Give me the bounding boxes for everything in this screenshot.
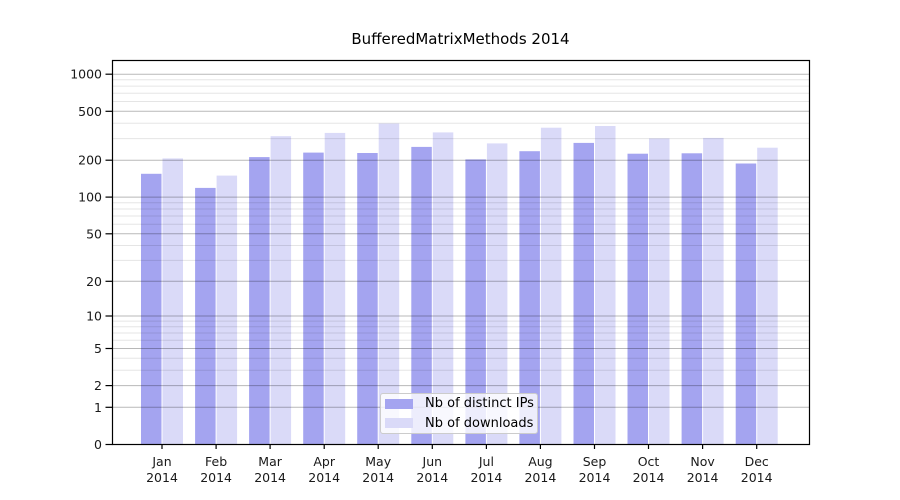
x-tick-label: May 2014 xyxy=(362,454,394,485)
bar-distinct-ips xyxy=(627,153,648,445)
bar-downloads xyxy=(324,132,346,445)
bar-distinct-ips xyxy=(519,151,540,445)
bar-distinct-ips xyxy=(357,153,378,445)
x-tick-label: Dec 2014 xyxy=(741,454,773,485)
bar-downloads xyxy=(216,175,238,445)
bar-distinct-ips xyxy=(141,173,162,445)
y-tick-label: 0 xyxy=(94,437,102,452)
y-tick-label: 200 xyxy=(78,153,102,168)
y-tick-label: 5 xyxy=(94,341,102,356)
bar-downloads xyxy=(703,137,724,445)
x-tick-label: Aug 2014 xyxy=(524,454,556,485)
bar-downloads xyxy=(162,158,183,445)
y-tick-label: 500 xyxy=(78,104,102,119)
bar-distinct-ips xyxy=(249,157,270,445)
bar-downloads xyxy=(757,147,778,445)
legend-swatch-downloads xyxy=(385,418,413,429)
legend-swatch-distinct-ips xyxy=(385,398,413,409)
x-tick-label: Nov 2014 xyxy=(687,454,719,485)
legend-label-downloads: Nb of downloads xyxy=(425,415,534,431)
y-tick-label: 10 xyxy=(86,309,102,324)
bar-downloads xyxy=(649,138,670,445)
bar-downloads xyxy=(486,143,508,445)
x-tick-label: Jul 2014 xyxy=(470,454,502,485)
y-tick-label: 2 xyxy=(94,378,102,393)
bar-distinct-ips xyxy=(465,159,486,445)
y-tick-label: 1000 xyxy=(70,67,102,82)
bar-distinct-ips xyxy=(303,152,324,445)
bar-distinct-ips xyxy=(411,146,432,445)
bar-downloads xyxy=(540,127,562,445)
x-tick-label: Feb 2014 xyxy=(200,454,232,485)
bar-distinct-ips xyxy=(195,187,216,445)
bar-downloads xyxy=(595,126,616,445)
chart-title: BufferedMatrixMethods 2014 xyxy=(351,30,570,48)
plot-border xyxy=(111,59,811,446)
y-tick-label: 20 xyxy=(86,274,102,289)
x-tick-label: Mar 2014 xyxy=(254,454,286,485)
x-tick-label: Apr 2014 xyxy=(308,454,340,485)
legend-label-distinct-ips: Nb of distinct IPs xyxy=(425,396,534,412)
x-tick-label: Oct 2014 xyxy=(633,454,665,485)
x-tick-label: Jan 2014 xyxy=(146,454,178,485)
bar-downloads xyxy=(432,132,454,445)
y-tick-label: 1 xyxy=(94,400,102,415)
y-tick-label: 50 xyxy=(86,226,102,241)
bar-downloads xyxy=(270,136,292,445)
y-tick-label: 100 xyxy=(78,190,102,205)
bar-downloads xyxy=(378,123,400,445)
legend-row-distinct-ips: Nb of distinct IPs xyxy=(385,394,537,414)
bar-distinct-ips xyxy=(573,142,594,445)
x-tick-label: Jun 2014 xyxy=(416,454,448,485)
bar-distinct-ips xyxy=(735,163,757,445)
legend: Nb of distinct IPs Nb of downloads xyxy=(380,393,538,434)
x-tick-label: Sep 2014 xyxy=(579,454,611,485)
bar-distinct-ips xyxy=(681,153,703,445)
legend-row-downloads: Nb of downloads xyxy=(385,414,537,434)
